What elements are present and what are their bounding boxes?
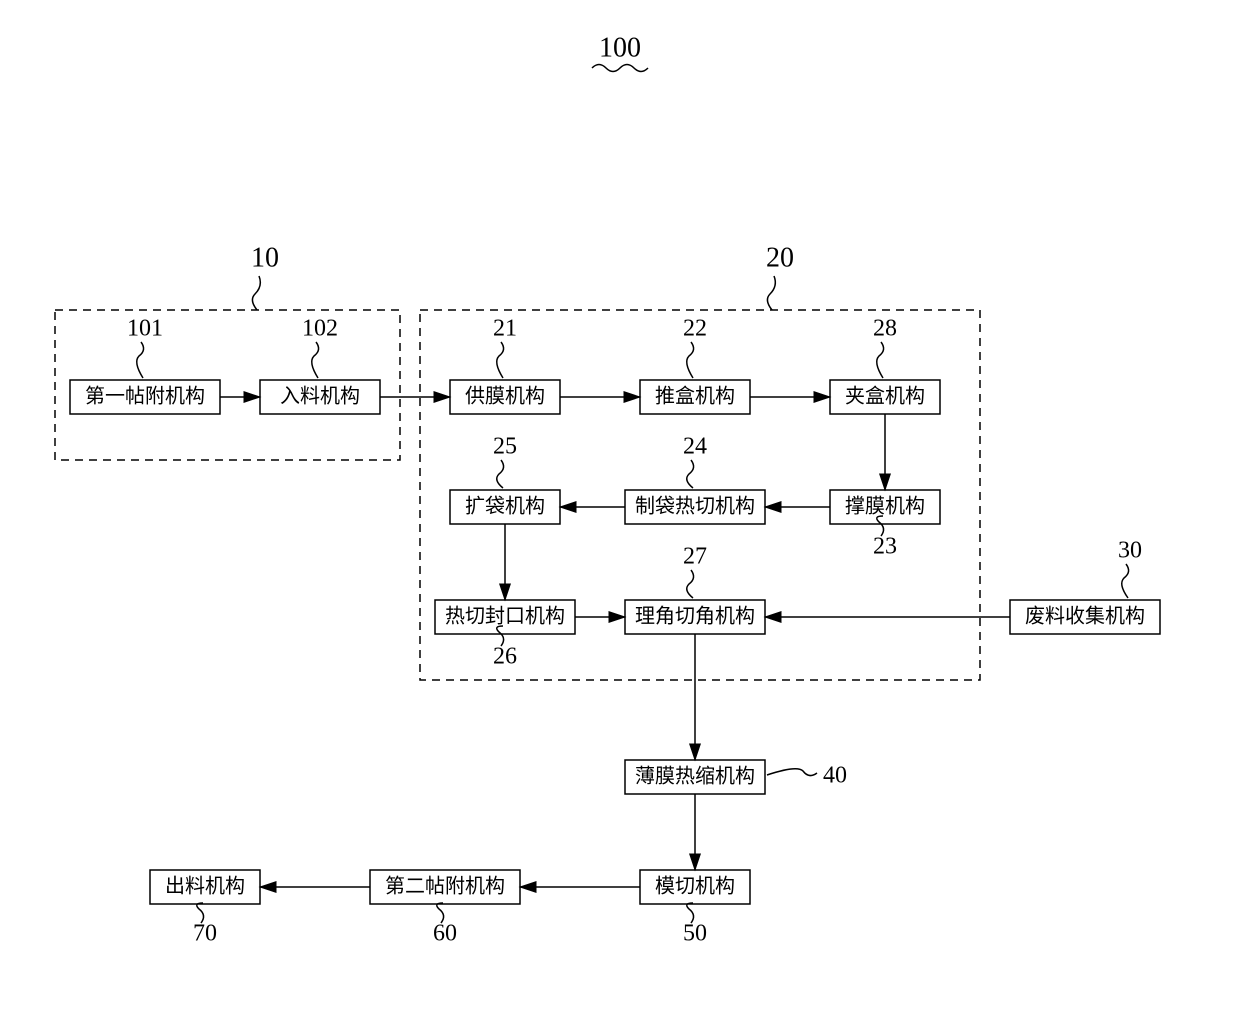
leader-n30 — [1122, 564, 1129, 598]
leader-n28 — [877, 342, 884, 378]
node-label-n27: 理角切角机构 — [635, 605, 755, 628]
node-num-n25: 25 — [493, 434, 517, 460]
leader-n22 — [687, 342, 694, 378]
node-label-n26: 热切封口机构 — [445, 605, 565, 628]
leader-n102 — [312, 342, 319, 378]
node-label-n28: 夹盒机构 — [845, 385, 925, 408]
group-leader-10 — [252, 276, 260, 310]
node-label-n101: 第一帖附机构 — [85, 385, 205, 408]
node-num-n70: 70 — [193, 921, 217, 947]
node-label-n60: 第二帖附机构 — [385, 875, 505, 898]
node-num-n102: 102 — [302, 316, 338, 342]
node-label-n21: 供膜机构 — [465, 385, 545, 408]
node-label-n25: 扩袋机构 — [465, 495, 545, 518]
node-num-n28: 28 — [873, 316, 897, 342]
node-num-n26: 26 — [493, 644, 517, 670]
node-num-n50: 50 — [683, 921, 707, 947]
node-label-n22: 推盒机构 — [655, 385, 735, 408]
leader-n40 — [767, 769, 817, 776]
group-label-20: 20 — [766, 242, 794, 273]
node-label-n40: 薄膜热缩机构 — [635, 765, 755, 788]
leader-n101 — [137, 342, 144, 378]
node-label-n24: 制袋热切机构 — [635, 495, 755, 518]
node-label-n30: 废料收集机构 — [1025, 605, 1145, 628]
node-num-n101: 101 — [127, 316, 163, 342]
node-num-n40: 40 — [823, 763, 847, 789]
leader-n27 — [687, 570, 694, 598]
leader-n24 — [687, 460, 694, 488]
group-leader-20 — [767, 276, 775, 310]
figure-number: 100 — [599, 32, 641, 63]
node-label-n23: 撑膜机构 — [845, 495, 925, 518]
node-num-n23: 23 — [873, 534, 897, 560]
node-num-n24: 24 — [683, 434, 707, 460]
node-num-n22: 22 — [683, 316, 707, 342]
group-label-10: 10 — [251, 242, 279, 273]
leader-n21 — [497, 342, 504, 378]
leader-n25 — [497, 460, 504, 488]
node-num-n60: 60 — [433, 921, 457, 947]
node-label-n70: 出料机构 — [165, 875, 245, 898]
node-num-n27: 27 — [683, 544, 707, 570]
node-num-n30: 30 — [1118, 538, 1142, 564]
node-num-n21: 21 — [493, 316, 517, 342]
title-underline — [592, 65, 648, 72]
node-label-n50: 模切机构 — [655, 875, 735, 898]
node-label-n102: 入料机构 — [280, 385, 360, 408]
